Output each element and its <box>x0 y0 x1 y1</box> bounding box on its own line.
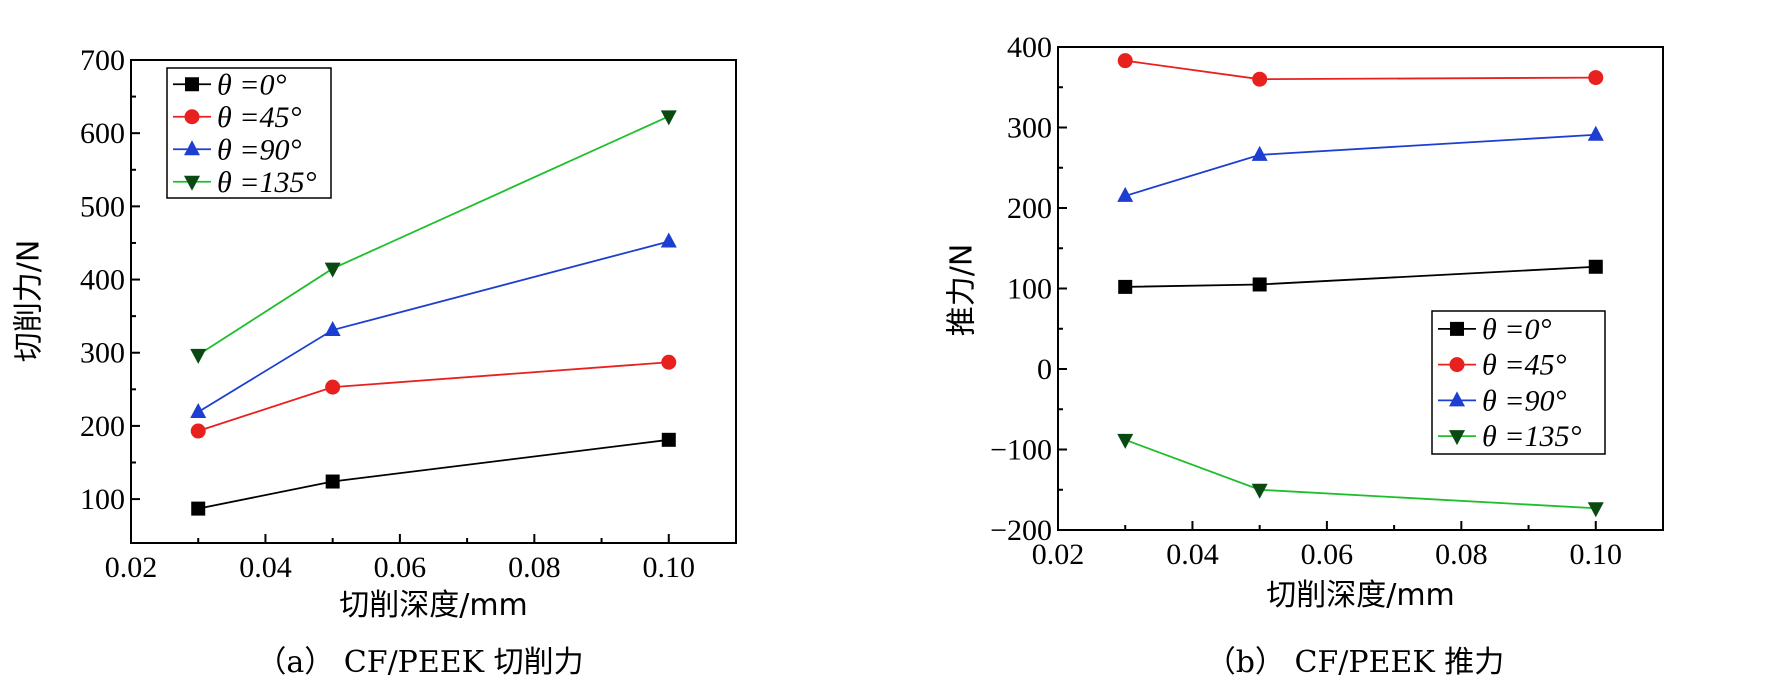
data-point <box>324 262 341 278</box>
series-line <box>197 240 670 413</box>
legend-entry: θ =135° <box>217 166 316 199</box>
legend: θ =0°θ =45°θ =90°θ =135° <box>1431 310 1606 455</box>
plot-frame <box>130 59 737 544</box>
data-point <box>1117 53 1133 69</box>
plot-frame <box>1057 46 1664 531</box>
series-2 <box>190 354 677 439</box>
chart-2: 0.02 0.04 0.06 0.08 0.10 −200 −100 0 100 200 300 40… <box>945 31 1664 680</box>
data-point <box>1588 259 1603 274</box>
y-tick-label: 300 <box>80 337 125 370</box>
data-point <box>324 321 341 337</box>
y-axis-label: 推力/N <box>945 244 980 337</box>
legend-marker <box>184 109 200 125</box>
y-tick-label: 700 <box>80 44 125 77</box>
data-point <box>1251 145 1268 161</box>
y-tick-label: 500 <box>80 190 125 223</box>
legend-entry: θ =135° <box>1482 420 1581 453</box>
data-point <box>1251 483 1268 499</box>
legend-marker <box>1450 321 1464 336</box>
legend-marker <box>1449 357 1465 373</box>
x-tick-label: 0.06 <box>374 551 427 584</box>
x-tick-label: 0.10 <box>643 551 696 584</box>
data-point <box>325 379 341 395</box>
y-tick-label: −200 <box>990 514 1052 547</box>
legend-marker <box>184 175 200 191</box>
data-point <box>1252 71 1268 87</box>
series-line <box>198 438 669 510</box>
data-point <box>190 423 206 439</box>
data-point <box>1117 186 1134 202</box>
series-4 <box>1117 433 1604 518</box>
data-point <box>190 348 207 364</box>
data-point <box>190 403 207 419</box>
x-axis-label: 切削深度/mm <box>1266 578 1455 613</box>
y-tick-label: 600 <box>80 117 125 150</box>
series-line <box>1125 265 1596 288</box>
legend-entry: θ =45° <box>1482 349 1566 382</box>
legend-marker <box>185 77 199 92</box>
y-tick-label: 400 <box>80 264 125 297</box>
series-3 <box>190 232 677 419</box>
x-tick-label: 0.04 <box>239 551 292 584</box>
x-axis-label: 切削深度/mm <box>339 588 528 623</box>
data-point <box>191 501 206 516</box>
y-tick-label: 100 <box>80 483 125 516</box>
legend-marker <box>1449 391 1465 407</box>
x-tick-label: 0.04 <box>1166 538 1219 571</box>
y-tick-label: 0 <box>1037 353 1052 386</box>
series-3 <box>1117 125 1604 202</box>
x-tick-label: 0.08 <box>508 551 561 584</box>
y-tick-label: 300 <box>1007 112 1052 145</box>
series-1 <box>191 432 676 516</box>
data-point <box>661 354 677 370</box>
data-point <box>660 232 677 248</box>
data-point <box>661 432 676 447</box>
y-tick-label: 400 <box>1007 31 1052 64</box>
data-point <box>1252 277 1267 292</box>
data-point <box>660 110 677 126</box>
series-4 <box>190 110 677 364</box>
data-point <box>325 474 340 489</box>
series-line <box>1124 133 1596 197</box>
series-line <box>1125 59 1596 81</box>
chart-1: 0.02 0.04 0.06 0.08 0.10 100 200 300 400 500 600 70… <box>12 44 737 680</box>
x-tick-label: 0.10 <box>1570 538 1623 571</box>
y-tick-label: 200 <box>80 410 125 443</box>
x-tick-label: 0.02 <box>1032 538 1085 571</box>
data-point <box>1587 502 1604 518</box>
legend-entry: θ =90° <box>217 133 301 166</box>
x-tick-label: 0.02 <box>105 551 158 584</box>
data-point <box>1587 125 1604 141</box>
legend-marker <box>184 140 200 156</box>
y-tick-label: 200 <box>1007 192 1052 225</box>
legend-entry: θ =45° <box>217 101 301 134</box>
y-tick-label: −100 <box>990 434 1052 467</box>
series-1 <box>1118 259 1603 294</box>
data-point <box>1118 279 1133 294</box>
data-point <box>1588 70 1604 86</box>
x-tick-label: 0.08 <box>1435 538 1488 571</box>
chart-caption: （b） CF/PEEK 推力 <box>1206 645 1505 680</box>
legend-entry: θ =90° <box>1482 384 1566 417</box>
series-line <box>197 361 669 432</box>
legend-entry: θ =0° <box>217 68 286 101</box>
legend-entry: θ =0° <box>1482 313 1551 346</box>
series-2 <box>1117 53 1604 87</box>
chart-caption: （a） CF/PEEK 切削力 <box>256 645 583 680</box>
y-axis-label: 切削力/N <box>12 240 47 363</box>
legend-marker <box>1449 430 1465 446</box>
x-tick-label: 0.06 <box>1301 538 1354 571</box>
y-tick-label: 100 <box>1007 273 1052 306</box>
data-point <box>1117 433 1134 449</box>
legend: θ =0°θ =45°θ =90°θ =135° <box>166 67 332 199</box>
